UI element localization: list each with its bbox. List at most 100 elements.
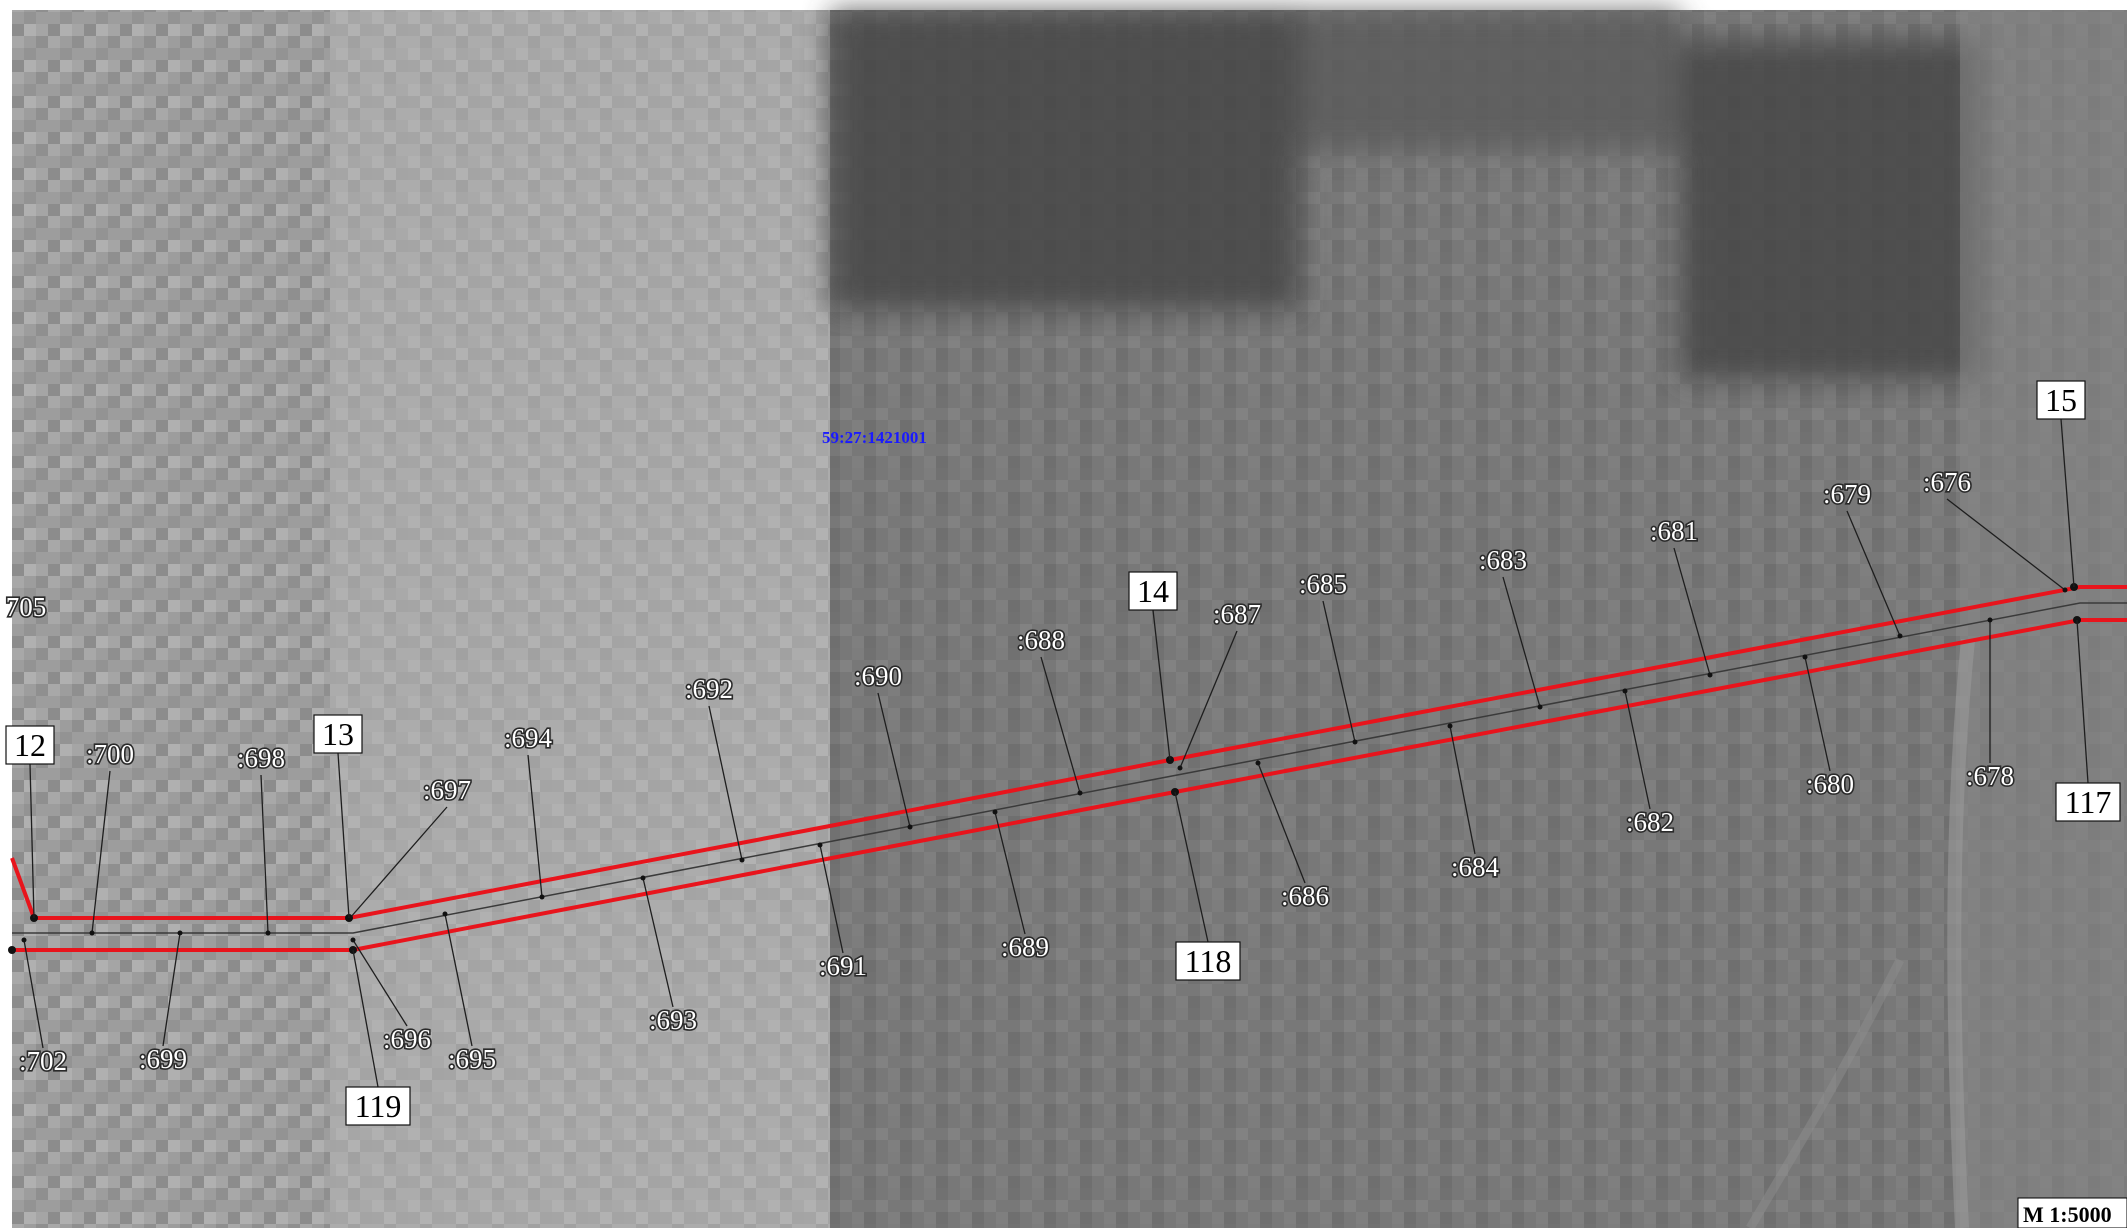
- point-label: :691: [819, 951, 867, 981]
- svg-text:118: 118: [1185, 943, 1232, 979]
- point-marker: [89, 930, 95, 936]
- leader-line: [352, 949, 379, 1088]
- point-label: :678: [1966, 761, 2014, 791]
- point-label: 705: [6, 592, 47, 622]
- point-marker: [1077, 790, 1083, 796]
- point-marker: [1255, 760, 1261, 766]
- point-label: :702: [19, 1046, 67, 1076]
- leader-line: [23, 939, 44, 1049]
- boxed-point-label: 12: [5, 725, 55, 765]
- leader-line: [1804, 656, 1831, 772]
- point-marker: [640, 875, 646, 881]
- point-marker: [1177, 765, 1183, 771]
- boxed-point-label: 15: [2036, 380, 2086, 420]
- point-label: :684: [1451, 852, 1500, 882]
- boundary-vertex: [8, 946, 16, 954]
- point-label: :690: [854, 661, 902, 691]
- leader-line: [444, 913, 473, 1047]
- point-label: :696: [383, 1024, 431, 1054]
- leader-line: [1257, 762, 1306, 884]
- leader-line: [1502, 576, 1541, 708]
- point-label: :687: [1213, 599, 1261, 629]
- cadastral-number: 59:27:1421001: [822, 428, 927, 447]
- leader-line: [1179, 630, 1238, 769]
- leader-line: [1040, 656, 1081, 794]
- point-marker: [1707, 672, 1713, 678]
- scale-label: M 1:5000: [2023, 1202, 2112, 1227]
- point-label: :695: [448, 1044, 496, 1074]
- scale-box: M 1:5000: [2017, 1197, 2127, 1228]
- leader-line: [994, 811, 1026, 935]
- leader-line: [2076, 619, 2089, 784]
- point-label: :685: [1299, 569, 1347, 599]
- point-marker: [907, 824, 913, 830]
- leader-line: [1152, 609, 1171, 761]
- leader-line: [877, 692, 911, 828]
- point-labels: :676 :678 :679 :680 :681 :682 :683 :684 :685 :686…: [4, 380, 2121, 1126]
- svg-text:117: 117: [2065, 784, 2112, 820]
- point-marker: [1897, 633, 1903, 639]
- point-label: :683: [1479, 545, 1527, 575]
- point-marker: [817, 842, 823, 848]
- point-label: :693: [649, 1005, 697, 1035]
- point-marker: [265, 930, 271, 936]
- point-label: :699: [139, 1044, 187, 1074]
- point-label: :686: [1281, 881, 1329, 911]
- boxed-point-label: 117: [2055, 782, 2121, 822]
- point-label: :679: [1823, 479, 1871, 509]
- leader-line: [1846, 510, 1901, 637]
- point-marker: [1537, 704, 1543, 710]
- leader-line: [1174, 791, 1209, 943]
- point-label: :700: [86, 739, 134, 769]
- point-marker: [2062, 587, 2068, 593]
- point-marker: [442, 911, 448, 917]
- boxed-point-label: 119: [345, 1086, 411, 1126]
- leader-line: [162, 932, 181, 1047]
- point-marker: [21, 937, 27, 943]
- leader-line: [29, 763, 35, 919]
- svg-text:13: 13: [322, 716, 354, 752]
- leader-line: [1946, 498, 2066, 591]
- leader-line: [708, 705, 743, 861]
- boxed-point-label: 14: [1128, 571, 1178, 611]
- point-marker: [1352, 739, 1358, 745]
- leader-line: [1449, 725, 1476, 855]
- svg-text:12: 12: [14, 727, 46, 763]
- leader-line: [91, 770, 111, 934]
- point-marker: [1987, 617, 1993, 623]
- leader-line: [260, 774, 269, 934]
- point-label: :697: [423, 775, 471, 805]
- leader-line: [527, 754, 543, 898]
- point-label: :698: [237, 743, 285, 773]
- leader-line: [337, 752, 350, 919]
- boxed-point-label: 13: [313, 714, 363, 754]
- leader-line: [642, 877, 674, 1008]
- label-leaders: [21, 418, 2089, 1088]
- leader-line: [819, 844, 844, 954]
- leader-line: [352, 939, 408, 1027]
- point-label: :680: [1806, 769, 1854, 799]
- point-label: :694: [504, 723, 553, 753]
- svg-text:14: 14: [1137, 573, 1169, 609]
- leader-line: [349, 806, 448, 919]
- point-marker: [177, 930, 183, 936]
- svg-text:15: 15: [2045, 382, 2077, 418]
- point-label: :692: [685, 674, 733, 704]
- point-label: :688: [1017, 625, 1065, 655]
- point-label: :681: [1650, 516, 1698, 546]
- point-marker: [539, 894, 545, 900]
- svg-text:119: 119: [355, 1088, 402, 1124]
- point-marker: [1622, 688, 1628, 694]
- point-label: :676: [1923, 467, 1971, 497]
- leader-line: [1673, 547, 1711, 676]
- point-marker: [1447, 723, 1453, 729]
- point-marker: [1802, 654, 1808, 660]
- leader-line: [1322, 600, 1356, 743]
- boxed-point-label: 118: [1175, 941, 1241, 981]
- point-label: :689: [1001, 932, 1049, 962]
- leader-line: [2060, 418, 2075, 588]
- point-label: :682: [1626, 807, 1674, 837]
- point-marker: [992, 809, 998, 815]
